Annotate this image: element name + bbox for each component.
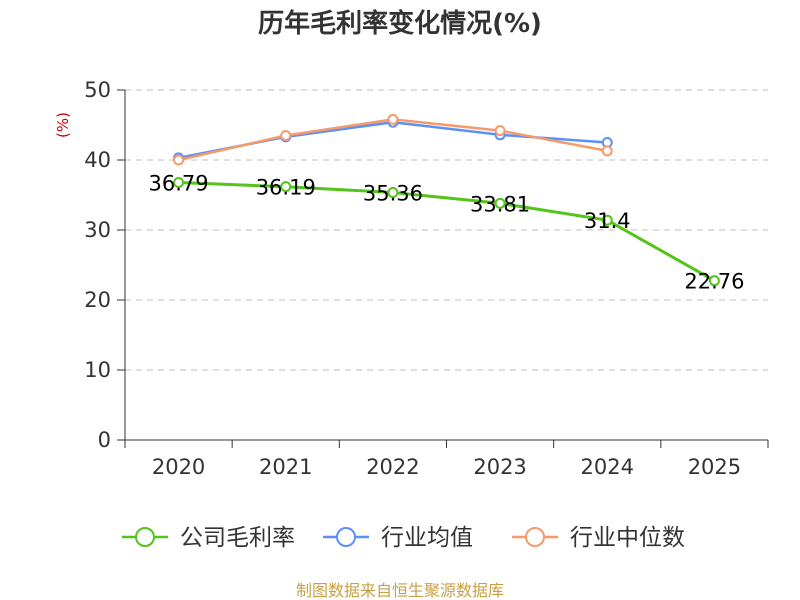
data-point[interactable] [173,154,185,166]
data-label: 31.4 [584,209,631,233]
series-1: 36.79 36.19 35.36 33.81 31.4 22.76 [149,171,745,293]
data-label: 36.19 [256,176,316,200]
x-tick-label: 2025 [688,455,741,479]
legend[interactable]: 公司毛利率 行业均值 行业中位数 [122,525,685,551]
data-label: 33.81 [470,192,530,216]
legend-label: 行业均值 [381,525,473,551]
data-point[interactable] [387,186,399,198]
source-note: 制图数据来自恒生聚源数据库 [296,581,504,600]
grid [125,89,768,371]
data-point[interactable] [280,130,292,141]
data-label: 35.36 [363,181,423,205]
data-point[interactable] [601,214,613,226]
y-axis-label: (%) [54,112,72,138]
x-tick-label: 2022 [366,455,419,479]
legend-marker [336,527,356,547]
axes: 0 10 20 30 40 50 2020 2021 2022 2023 2024 2025 [84,78,769,479]
data-point[interactable] [494,197,506,209]
y-tick-label: 40 [84,148,111,172]
y-tick-label: 0 [98,428,111,452]
x-tick-label: 2023 [473,455,526,479]
series-3 [173,113,613,166]
data-label: 36.79 [149,171,209,195]
series-line [178,181,716,283]
x-tick-label: 2020 [152,455,205,479]
y-tick-label: 30 [84,218,111,242]
legend-label: 行业中位数 [570,525,685,551]
data-point[interactable] [601,145,613,157]
legend-item[interactable]: 行业均值 [323,525,473,551]
y-tick-label: 10 [84,358,111,382]
data-point[interactable] [173,176,185,188]
legend-item[interactable]: 公司毛利率 [122,525,295,551]
data-point[interactable] [280,181,292,193]
y-tick-label: 20 [84,288,111,312]
series-layer: 36.79 36.19 35.36 33.81 31.4 22.76 [149,113,745,294]
data-point[interactable] [494,125,506,137]
chart-title: 历年毛利率变化情况(%) [258,8,542,39]
data-point[interactable] [387,113,399,125]
y-tick-label: 50 [84,78,111,102]
data-label: 22.76 [684,270,744,294]
data-point[interactable] [708,275,720,287]
legend-marker [135,527,155,547]
legend-marker [525,527,545,547]
x-tick-label: 2021 [259,455,312,479]
legend-label: 公司毛利率 [180,525,295,551]
legend-item[interactable]: 行业中位数 [512,525,685,551]
x-tick-label: 2024 [581,455,634,479]
